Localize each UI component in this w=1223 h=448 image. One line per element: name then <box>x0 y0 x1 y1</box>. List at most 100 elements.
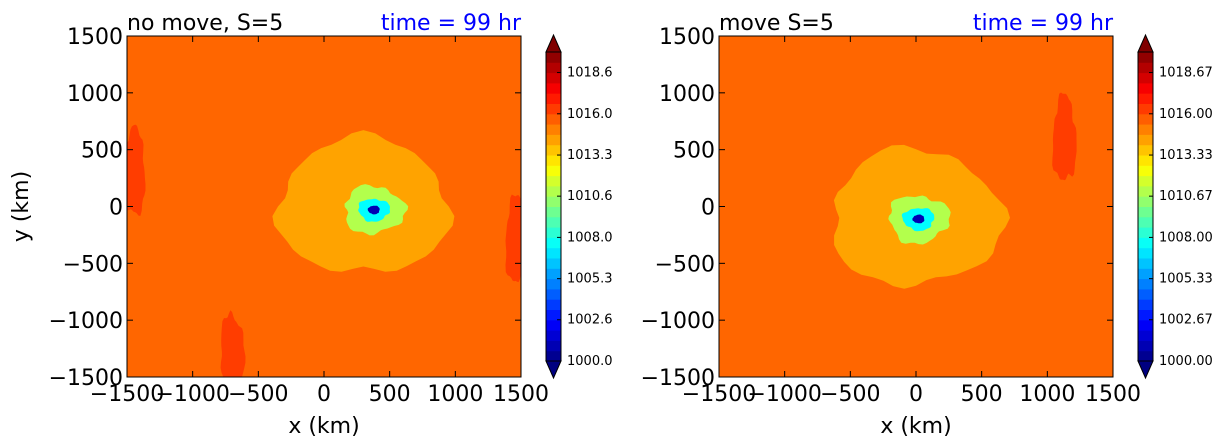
colorbar-segment <box>546 309 561 321</box>
colorbar-segment <box>1138 134 1153 146</box>
colorbar-segment <box>1138 299 1153 310</box>
contour-eye <box>367 205 380 215</box>
colorbar-tick-label: 1016.00 <box>1159 107 1213 122</box>
colorbar: 1018.67 1016.00 1013.33 1010.67 1008.00 1005.… <box>545 33 612 380</box>
colorbar-segment <box>546 82 561 94</box>
y-tick-label: 0 <box>701 196 715 221</box>
y-tick-label: 1000 <box>659 82 715 107</box>
x-tick-label: −500 <box>228 382 288 407</box>
title-left: move S=5 <box>719 11 834 36</box>
x-tick-label: −1500 <box>90 382 164 407</box>
colorbar-segment <box>546 155 561 166</box>
colorbar-segment <box>1138 82 1153 94</box>
colorbar-segment <box>1138 155 1153 166</box>
x-tick-label: 1000 <box>427 382 483 407</box>
colorbar-segment <box>546 134 561 146</box>
colorbar-segment <box>546 72 561 84</box>
panel-move: −1500 −1000 −500 0 500 1000 1500 1500 1000 500 0 −5… <box>612 0 1223 448</box>
colorbar-segment <box>546 124 561 135</box>
colorbar: 1018.67 1016.00 1013.33 1010.67 1008.00 1005.… <box>1137 33 1213 380</box>
colorbar-segment <box>546 216 561 228</box>
y-tick-label: −500 <box>63 252 123 277</box>
colorbar-segment <box>546 237 561 249</box>
colorbar-segment <box>546 330 561 341</box>
colorbar-segment <box>546 62 561 74</box>
contour-chart-move: −1500−1000−500 0 500 1000 1500150010005000−5… <box>641 11 1213 439</box>
y-axis-label: y (km) <box>9 171 34 242</box>
colorbar-tick-label: 1018.67 <box>567 66 612 81</box>
colorbar-tick-label: 1010.67 <box>1159 189 1213 204</box>
contour-edge-high <box>127 124 146 216</box>
colorbar-segment <box>1138 124 1153 135</box>
colorbar-segment <box>546 350 561 362</box>
colorbar-segment <box>1138 268 1153 280</box>
y-tick-label: −1500 <box>49 366 123 391</box>
x-axis-label: x (km) <box>880 414 951 439</box>
colorbar-segment <box>546 144 561 156</box>
colorbar-extend-min <box>1137 360 1154 380</box>
y-tick-label: 500 <box>673 139 715 164</box>
colorbar-tick-label: 1002.67 <box>567 313 612 328</box>
colorbar-segment <box>1138 144 1153 156</box>
colorbar-segment <box>546 227 561 238</box>
colorbar-segment <box>1138 330 1153 341</box>
colorbar-segment <box>1138 62 1153 74</box>
title-right: time = 99 hr <box>973 11 1114 36</box>
contour-field <box>719 36 1113 377</box>
x-tick-label: 0 <box>909 382 923 407</box>
x-tick-label: 0 <box>317 382 331 407</box>
colorbar-segment <box>1138 350 1153 362</box>
y-tick-label: 1500 <box>659 25 715 50</box>
x-tick-label: 1500 <box>493 382 549 407</box>
colorbar-segment <box>1138 93 1153 104</box>
colorbar-tick-label: 1013.33 <box>1159 148 1213 163</box>
colorbar-segment <box>1138 247 1153 259</box>
colorbar-segment <box>546 278 561 290</box>
x-tick-label: 1500 <box>1085 382 1141 407</box>
colorbar-segment <box>1138 175 1153 187</box>
colorbar-segment <box>1138 185 1153 197</box>
colorbar-tick-label: 1002.67 <box>1159 313 1213 328</box>
y-tick-label: −1000 <box>49 309 123 334</box>
colorbar-segment <box>1138 258 1153 269</box>
colorbar-segment <box>1138 113 1153 125</box>
y-tick-label: −500 <box>655 252 715 277</box>
colorbar-tick-label: 1008.00 <box>1159 230 1213 245</box>
colorbar-segment <box>546 93 561 104</box>
colorbar-segment <box>546 196 561 207</box>
y-tick-label: −1000 <box>641 309 715 334</box>
colorbar-tick-label: 1000.00 <box>1159 354 1213 369</box>
colorbar-segment <box>1138 165 1153 177</box>
colorbar-segment <box>546 113 561 125</box>
x-tick-label: −500 <box>820 382 880 407</box>
colorbar-segment <box>546 247 561 259</box>
contour-edge-high <box>1052 92 1077 181</box>
colorbar-segment <box>546 268 561 280</box>
colorbar-tick-label: 1008.00 <box>567 230 612 245</box>
colorbar-segment <box>1138 216 1153 228</box>
contour-edge-high <box>505 194 521 283</box>
y-tick-label: 1500 <box>67 25 123 50</box>
contour-field <box>127 36 521 377</box>
y-tick-label: −1500 <box>641 366 715 391</box>
colorbar-segment <box>546 165 561 177</box>
colorbar-tick-label: 1013.33 <box>567 148 612 163</box>
y-tick-label: 500 <box>81 139 123 164</box>
colorbar-segment <box>546 340 561 352</box>
colorbar-segment <box>546 258 561 269</box>
colorbar-tick-label: 1018.67 <box>1159 66 1213 81</box>
colorbar-segment <box>1138 206 1153 218</box>
colorbar-segment <box>1138 227 1153 238</box>
colorbar-segment <box>1138 340 1153 352</box>
colorbar-tick-label: 1000.00 <box>567 354 612 369</box>
colorbar-segment <box>546 206 561 218</box>
colorbar-segment <box>1138 278 1153 290</box>
colorbar-segment <box>1138 288 1153 300</box>
contour-eye <box>912 214 925 224</box>
x-axis-label: x (km) <box>288 414 359 439</box>
colorbar-segment <box>546 185 561 197</box>
colorbar-segment <box>1138 52 1153 63</box>
x-tick-label: −1000 <box>155 382 229 407</box>
colorbar-tick-label: 1005.33 <box>1159 272 1213 287</box>
title-left: no move, S=5 <box>127 11 283 36</box>
